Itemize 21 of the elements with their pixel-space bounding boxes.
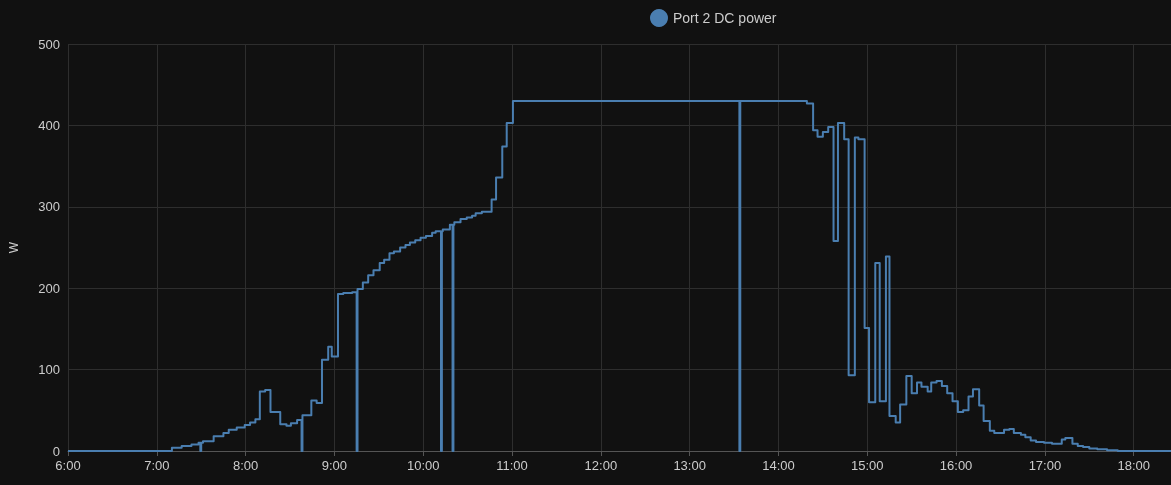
x-tick-label: 15:00	[851, 458, 884, 473]
x-tick-label: 14:00	[762, 458, 795, 473]
x-tick-label: 6:00	[55, 458, 81, 473]
y-tick-label: 400	[38, 117, 60, 133]
x-tick-label: 18:00	[1117, 458, 1150, 473]
x-tick-label: 10:00	[406, 458, 440, 473]
y-tick-label: 0	[52, 443, 60, 459]
x-tick-label: 9:00	[321, 458, 348, 473]
x-tick-label: 13:00	[673, 458, 706, 473]
y-tick-label: 300	[38, 199, 60, 215]
y-tick-label: 100	[38, 362, 60, 378]
y-tick-label: 200	[38, 280, 60, 296]
x-tick-label: 17:00	[1028, 458, 1062, 473]
x-tick-label: 11:00	[496, 458, 528, 473]
x-tick-label: 12:00	[584, 458, 618, 473]
y-axis-title: W	[7, 241, 21, 254]
x-tick-label: 7:00	[144, 458, 170, 473]
x-tick-label: 8:00	[232, 458, 259, 473]
x-tick-label: 16:00	[939, 458, 973, 473]
y-tick-label: 500	[38, 36, 60, 52]
legend-label: Port 2 DC power	[673, 10, 777, 26]
